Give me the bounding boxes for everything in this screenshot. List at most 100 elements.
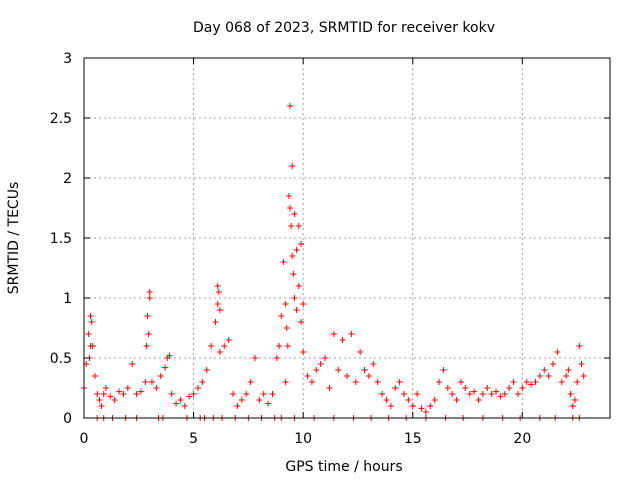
- data-point: [440, 367, 447, 373]
- data-point: [409, 403, 416, 409]
- data-point: [87, 313, 94, 319]
- data-point: [260, 391, 267, 397]
- data-point: [344, 373, 350, 379]
- data-point: [203, 367, 210, 373]
- data-point: [153, 385, 160, 391]
- data-point: [357, 349, 364, 355]
- data-point: [554, 349, 561, 355]
- data-point: [256, 397, 263, 403]
- data-point: [145, 331, 152, 337]
- data-point: [85, 331, 92, 337]
- data-point: [278, 313, 285, 319]
- y-tick-label: 1.5: [50, 231, 72, 247]
- data-point: [304, 373, 311, 379]
- y-tick-label: 1: [63, 291, 72, 307]
- data-point: [162, 364, 169, 371]
- data-point: [146, 289, 153, 295]
- data-point: [576, 343, 583, 349]
- data-point: [541, 367, 548, 373]
- data-point: [216, 307, 223, 313]
- data-point: [273, 355, 280, 361]
- data-point: [317, 361, 324, 367]
- data-point: [216, 349, 223, 355]
- data-point: [550, 361, 557, 367]
- data-point: [230, 391, 237, 397]
- data-point: [98, 403, 105, 409]
- data-point: [414, 391, 421, 397]
- data-point: [212, 319, 219, 325]
- data-point: [396, 379, 403, 385]
- data-point: [493, 388, 500, 395]
- data-point: [444, 385, 451, 391]
- data-point: [383, 397, 390, 403]
- data-point: [400, 391, 407, 397]
- data-point: [479, 391, 486, 397]
- data-point: [129, 361, 136, 367]
- chart-title: Day 068 of 2023, SRMTID for receiver kok…: [193, 20, 495, 36]
- data-point: [88, 319, 95, 325]
- data-point: [91, 373, 98, 379]
- y-tick-label: 0: [63, 411, 72, 427]
- y-tick-label: 2: [63, 171, 72, 187]
- data-point: [405, 397, 412, 403]
- data-point: [269, 391, 276, 397]
- data-point: [177, 397, 184, 403]
- data-point: [563, 373, 570, 379]
- grid-lines: [84, 58, 610, 418]
- data-point: [308, 379, 315, 385]
- data-point: [234, 403, 241, 409]
- data-point: [133, 391, 140, 397]
- data-point: [462, 385, 469, 391]
- data-point: [100, 391, 107, 397]
- x-tick-label: 10: [294, 431, 312, 447]
- plot-frame: [83, 57, 611, 419]
- data-point: [276, 343, 283, 349]
- data-point: [457, 379, 464, 385]
- data-point: [199, 379, 206, 385]
- data-point: [225, 337, 232, 343]
- data-point: [466, 391, 473, 397]
- y-tick-label: 0.5: [50, 351, 72, 367]
- data-point: [313, 367, 320, 373]
- data-point: [418, 405, 425, 412]
- data-point: [335, 367, 342, 373]
- data-point: [374, 379, 381, 385]
- data-point: [194, 385, 201, 391]
- y-axis-label: SRMTID / TECUs: [6, 182, 22, 295]
- data-point: [565, 367, 572, 373]
- data-point: [288, 223, 295, 229]
- data-point: [120, 391, 127, 397]
- data-point: [214, 283, 221, 289]
- data-point: [295, 283, 302, 289]
- data-point: [501, 391, 508, 397]
- data-point: [287, 205, 294, 211]
- data-point: [283, 325, 290, 331]
- data-point: [243, 391, 250, 397]
- data-point: [96, 397, 103, 403]
- data-point: [528, 381, 535, 388]
- data-point: [157, 373, 164, 379]
- data-point: [453, 397, 460, 403]
- data-point: [361, 367, 368, 373]
- data-point: [392, 385, 399, 391]
- data-point: [484, 385, 491, 391]
- data-point: [379, 391, 386, 397]
- data-point: [247, 379, 254, 385]
- y-tick-label: 3: [63, 51, 72, 67]
- data-point: [387, 403, 394, 409]
- data-point: [497, 393, 504, 400]
- data-point: [519, 385, 526, 391]
- data-point: [94, 391, 101, 397]
- data-points: [81, 103, 587, 421]
- data-point: [339, 337, 346, 343]
- data-point: [186, 393, 193, 400]
- data-point: [532, 379, 539, 385]
- data-point: [352, 379, 359, 385]
- data-point: [166, 352, 173, 359]
- data-point: [523, 379, 530, 385]
- data-point: [291, 211, 298, 217]
- data-point: [124, 385, 131, 391]
- x-tick-label: 0: [80, 431, 89, 447]
- data-point: [251, 355, 258, 361]
